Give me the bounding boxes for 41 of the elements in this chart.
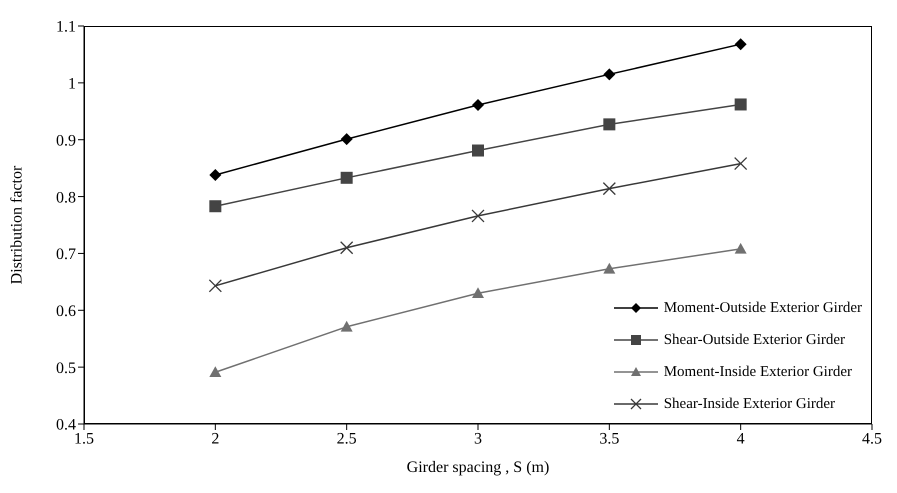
point [603,118,616,130]
x-tick-label: 1.5 [74,430,94,448]
x-tick-label: 2.5 [336,430,357,448]
y-tick-label: 0.4 [56,416,76,434]
x-tick-label: 2 [211,430,220,448]
point [209,200,222,212]
x-axis-title: Girder spacing , S (m) [406,459,550,476]
y-tick-label: 1 [68,76,76,93]
point [602,182,616,196]
point [734,242,747,254]
point [734,156,748,170]
legend-label: Moment-Outside Exterior Girder [664,300,862,316]
point [734,38,747,50]
point [340,241,354,254]
point [734,98,747,110]
y-axis-title: Distribution factor [8,165,26,284]
point [472,99,484,112]
y-tick-label: 0.6 [56,302,76,320]
x-tick-label: 4.5 [862,430,882,448]
legend-label: Shear-Inside Exterior Girder [664,396,836,412]
x-tick-label: 3 [474,430,482,448]
point [472,144,484,157]
point [603,68,616,80]
y-tick-label: 0.7 [56,246,76,264]
point [603,262,616,274]
legend-label: Shear-Outside Exterior Girder [664,332,846,348]
point [208,279,222,292]
legend-label: Moment-Inside Exterior Girder [664,364,852,380]
x-tick-label: 4 [736,430,745,448]
y-tick-label: 1.1 [56,18,76,36]
point [471,209,485,223]
x-tick-label: 3.5 [599,430,620,448]
point [209,366,222,378]
point [209,168,222,181]
point [472,287,484,298]
point [340,320,353,332]
y-tick-label: 0.8 [56,189,76,206]
point [340,172,353,184]
y-tick-label: 0.9 [56,132,76,150]
point [340,133,353,146]
y-tick-label: 0.5 [56,360,76,377]
